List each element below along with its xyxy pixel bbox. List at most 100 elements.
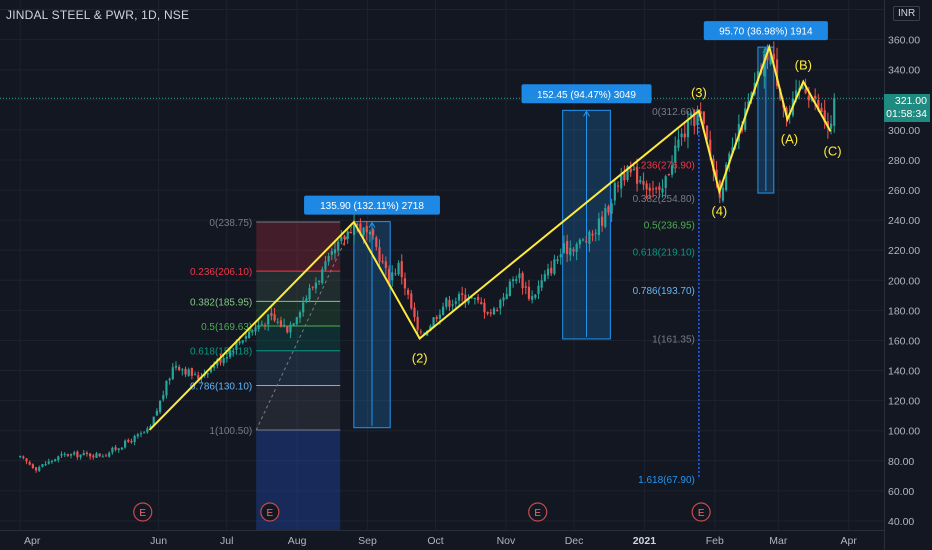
fib-2-level-label: 1(161.35) <box>652 334 695 345</box>
candle-body <box>89 453 92 457</box>
candle-body <box>139 433 143 435</box>
candle-body <box>44 464 47 466</box>
candle-body <box>346 231 349 239</box>
measure-arrowhead <box>368 221 376 228</box>
time-axis-label: Sep <box>358 535 377 547</box>
earnings-marker-label: E <box>698 508 705 519</box>
measure-label: 152.45 (94.47%) 3049 <box>537 90 636 101</box>
fib-level-label: 0.5(169.63) <box>201 322 252 333</box>
candle-body <box>505 293 508 300</box>
candle-body <box>181 369 184 371</box>
candle-body <box>725 164 728 191</box>
price-axis-label: 160.00 <box>888 335 920 347</box>
bar-countdown: 01:58:34 <box>886 108 927 120</box>
fib-trend-line <box>255 221 355 431</box>
candle-body <box>225 357 228 359</box>
candle-body <box>435 317 438 319</box>
candle-body <box>251 330 254 333</box>
candle-body <box>814 95 817 99</box>
candle-body <box>575 244 578 252</box>
currency-badge[interactable]: INR <box>893 6 921 21</box>
candle-body <box>66 454 69 456</box>
candle-body <box>763 53 766 77</box>
candle-body <box>387 269 391 282</box>
candle-body <box>375 237 378 248</box>
candle-body <box>314 282 317 289</box>
candle-body <box>289 324 292 333</box>
fib-level-label: 0.786(130.10) <box>190 381 252 392</box>
candle-body <box>483 302 486 313</box>
candle-body <box>772 53 775 60</box>
candle-body <box>381 261 384 263</box>
candle-body <box>645 183 648 190</box>
time-axis-label: Dec <box>565 535 584 547</box>
candle-body <box>820 107 823 112</box>
candle-body <box>38 467 41 471</box>
candle-body <box>235 341 238 350</box>
candle-body <box>372 229 375 236</box>
candle-body <box>165 380 168 396</box>
candle-body <box>244 336 248 339</box>
candle-body <box>41 464 44 467</box>
candle-body <box>531 296 534 300</box>
candle-body <box>19 455 22 458</box>
candle-body <box>658 186 661 190</box>
candle-body <box>85 452 89 454</box>
candle-body <box>317 280 321 282</box>
wave-label: (C) <box>824 143 842 158</box>
candle-body <box>359 223 362 234</box>
earnings-marker <box>528 502 548 522</box>
candle-body <box>209 366 213 372</box>
time-axis-divider <box>0 530 884 531</box>
time-axis-label: Aug <box>288 535 307 547</box>
price-axis-label: 60.00 <box>888 486 914 498</box>
candle-body <box>480 302 483 304</box>
candle-body <box>95 453 98 458</box>
candle-body <box>610 203 613 214</box>
candle-body <box>308 288 311 300</box>
candle-body <box>604 208 607 227</box>
candle-body <box>454 301 457 304</box>
candle-body <box>562 243 566 253</box>
candle-body <box>130 440 133 443</box>
fib-2-level-label: 0.618(219.10) <box>633 248 695 259</box>
candle-body <box>352 222 356 235</box>
measure-label: 135.90 (132.11%) 2718 <box>320 201 424 212</box>
candle-body <box>829 123 833 129</box>
candle-body <box>267 314 270 325</box>
candle-body <box>50 460 54 462</box>
candle-body <box>511 279 515 282</box>
price-axis-label: 40.00 <box>888 516 914 528</box>
candle-body <box>82 453 85 456</box>
candle-body <box>585 241 588 243</box>
candle-body <box>114 447 117 450</box>
candle-body <box>588 231 591 244</box>
candle-body <box>149 426 152 429</box>
candle-body <box>457 294 461 301</box>
candle-body <box>241 340 244 343</box>
candle-body <box>197 375 200 379</box>
candle-body <box>273 314 276 321</box>
candle-body <box>709 139 712 156</box>
candle-body <box>410 293 413 309</box>
candle-body <box>591 233 594 236</box>
measure-label-bg <box>521 84 652 104</box>
current-price-badge: 321.00 01:58:34 <box>884 94 930 122</box>
candle-body <box>47 461 50 464</box>
candle-body <box>407 289 410 295</box>
candle-body <box>496 309 499 311</box>
candle-body <box>216 359 219 366</box>
price-axis-label: 120.00 <box>888 396 920 408</box>
candle-body <box>190 368 193 376</box>
candle-body <box>693 110 696 127</box>
earnings-marker-label: E <box>534 508 541 519</box>
candle-body <box>728 153 731 164</box>
candle-body <box>438 314 442 319</box>
candle-body <box>57 456 60 461</box>
candle-body <box>476 296 480 301</box>
candle-body <box>298 312 302 318</box>
candle-body <box>432 317 435 328</box>
fib-band <box>256 301 341 326</box>
